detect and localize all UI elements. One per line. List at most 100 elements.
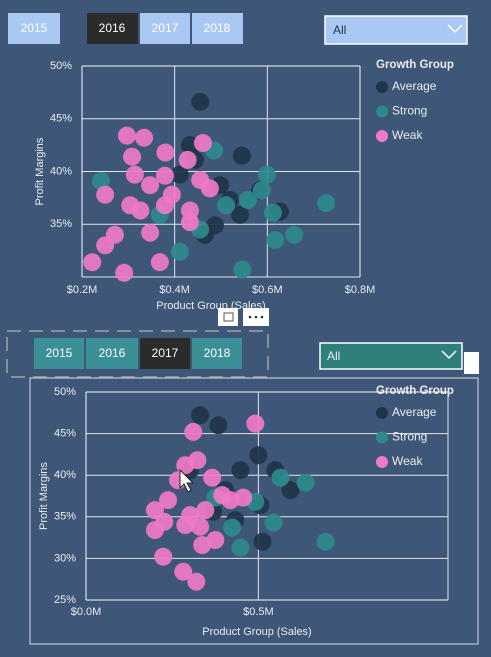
scatter-point [191, 92, 210, 111]
scatter-point [257, 165, 276, 184]
legend-label: Strong [392, 430, 427, 444]
scatter-point [205, 216, 224, 235]
scatter-point [232, 146, 251, 165]
scatter-point [233, 260, 252, 279]
y-tick-label: 35% [54, 511, 76, 523]
scatter-point [234, 488, 253, 507]
legend-swatch [376, 407, 388, 419]
scatter-point [193, 536, 212, 555]
legend-label: Average [392, 79, 437, 93]
year-button[interactable] [87, 13, 138, 44]
scatter-point [125, 165, 144, 184]
dot [248, 315, 252, 319]
year-button[interactable] [86, 338, 138, 369]
year-button[interactable] [192, 13, 243, 44]
y-tick-label: 50% [54, 386, 76, 398]
dropdown-arrow [441, 350, 457, 360]
x-tick-label: $0.4M [159, 284, 190, 296]
scatter-point [191, 170, 210, 189]
year-button[interactable] [8, 13, 60, 44]
scatter-point [266, 231, 285, 250]
scatter-point [196, 501, 215, 520]
x-tick-label: $0.6M [252, 284, 283, 296]
y-axis-title: Profit Margins [38, 462, 50, 530]
legend-label: Strong [392, 104, 427, 118]
dropdown-arrow [447, 24, 463, 34]
scatter-point [115, 263, 134, 282]
year-label: 2016 [99, 346, 126, 360]
y-axis-title: Profit Margins [34, 137, 46, 205]
scatter-point [217, 196, 236, 215]
scatter-point [246, 414, 265, 433]
scatter-point [193, 134, 212, 153]
x-tick-label: $0.0M [71, 606, 102, 618]
visual-frame [29, 377, 479, 645]
scatter-point [156, 143, 175, 162]
scatter-point [317, 194, 336, 213]
dot [260, 315, 264, 319]
legend-swatch [376, 105, 388, 118]
y-tick-label: 45% [50, 113, 72, 125]
scatter-point [180, 213, 199, 232]
x-axis-title: Product Group (Sales) [202, 626, 311, 638]
scatter-point [135, 128, 154, 147]
year-button[interactable] [192, 338, 242, 369]
scatter-point [296, 473, 315, 492]
scatter-chart: 35% 40% 45% 50% $0.2M $0.4M $0.6M $0.8M Profit M… [34, 59, 454, 312]
legend-swatch [376, 456, 388, 468]
y-tick-label: 35% [50, 218, 72, 230]
scatter-point [159, 491, 178, 510]
mouse-cursor [179, 468, 195, 493]
x-tick-label: $0.2M [67, 284, 98, 296]
scatter-point [223, 518, 242, 537]
x-tick-label: $0.8M [345, 284, 376, 296]
scatter-point [281, 481, 300, 500]
dropdown[interactable] [324, 15, 468, 45]
scatter-point [83, 253, 102, 272]
scatter-point [96, 236, 115, 255]
year-button[interactable] [140, 338, 190, 369]
year-label: 2015 [46, 346, 73, 360]
scatter-point [170, 165, 189, 184]
scatter-point [271, 468, 290, 487]
legend-swatch [376, 431, 388, 444]
scatter-point [141, 176, 160, 195]
year-button[interactable] [140, 13, 190, 44]
scatter-point [230, 205, 249, 224]
year-label: 2015 [21, 21, 48, 35]
scatter-point [187, 572, 206, 591]
dropdown[interactable] [319, 342, 463, 370]
scatter-point [155, 166, 174, 185]
scatter-point [263, 203, 282, 222]
scatter-point [253, 532, 272, 551]
scatter-point [117, 126, 136, 145]
scatter-point [188, 451, 207, 470]
y-tick-label: 45% [54, 428, 76, 440]
x-tick-label: $0.5M [243, 606, 274, 618]
scatter-point [264, 513, 283, 532]
scatter-point [150, 253, 169, 272]
legend-label: Weak [392, 454, 423, 468]
year-label: 2017 [152, 346, 179, 360]
y-tick-label: 40% [50, 165, 72, 177]
legend-title: Growth Group [376, 385, 454, 397]
scatter-point [91, 171, 110, 190]
year-label: 2018 [204, 346, 231, 360]
scatter-point [123, 147, 142, 166]
dropdown-value: All [327, 349, 340, 363]
scatter-point [131, 201, 150, 220]
plots: 35% 40% 45% 50% $0.2M $0.4M $0.6M $0.8M Profit M… [34, 59, 454, 638]
scatter-point [191, 517, 210, 536]
scatter-point [96, 185, 115, 204]
legend-label: Average [392, 405, 437, 419]
scatter-point [145, 521, 164, 540]
x-axis-title: Product Group (Sales) [156, 300, 265, 312]
scatter-point [184, 422, 203, 441]
scatter-point [203, 468, 222, 487]
scatter-point [231, 461, 250, 480]
legend-title: Growth Group [376, 59, 454, 71]
y-tick-label: 25% [54, 594, 76, 606]
more-options-icon[interactable] [464, 352, 479, 374]
year-button[interactable] [34, 338, 84, 369]
